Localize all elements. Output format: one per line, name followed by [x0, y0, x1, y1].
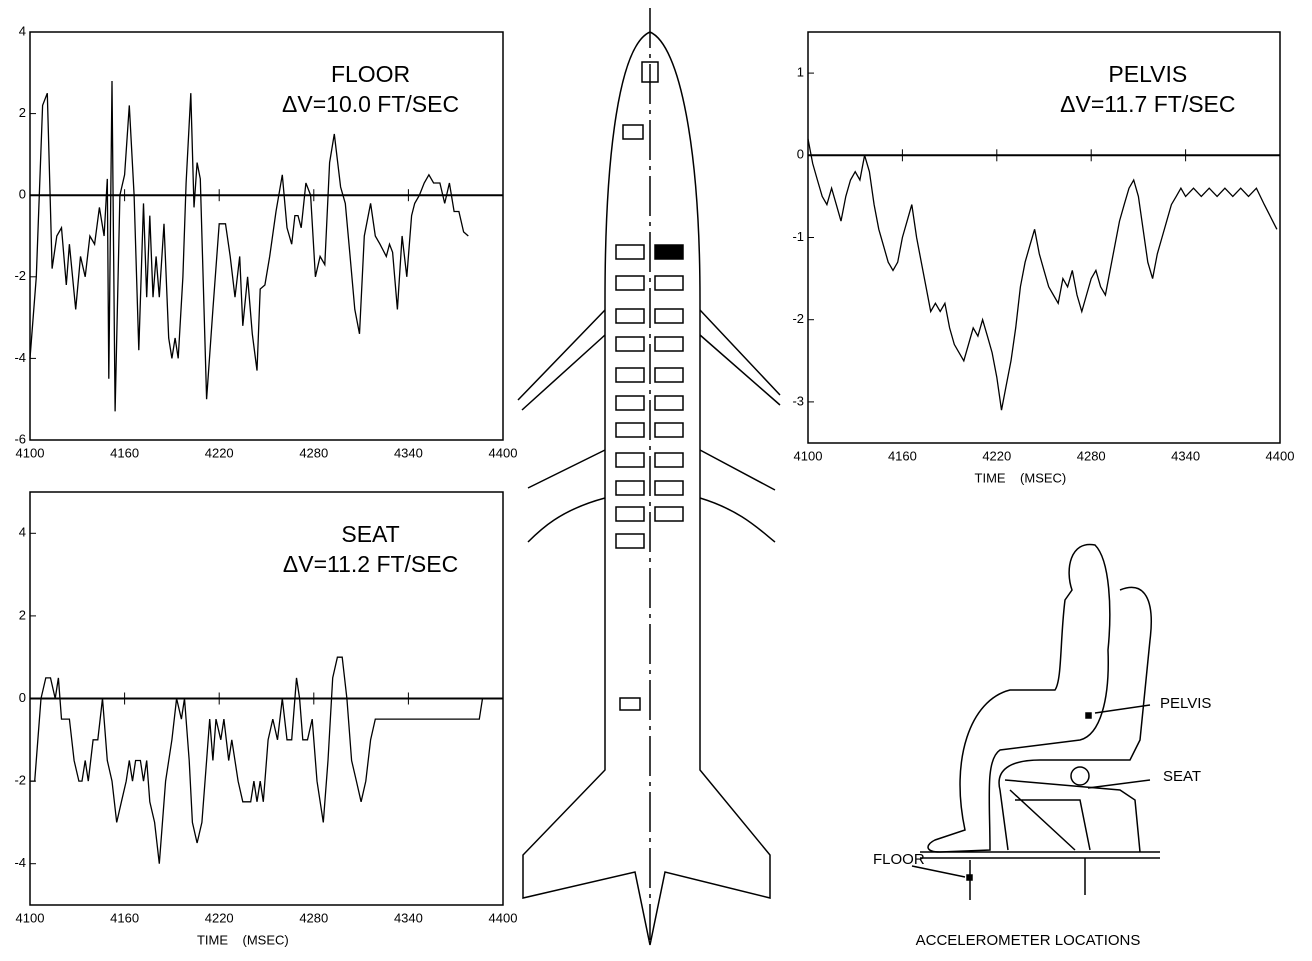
- data-line: [29, 80, 469, 412]
- chart-title: PELVIS: [1108, 61, 1187, 87]
- x-tick-label: 4220: [205, 910, 234, 925]
- y-tick-label: 2: [19, 105, 26, 120]
- x-tick-label: 4220: [982, 448, 1011, 463]
- chart-annotation: ΔV=11.7 FT/SEC: [1060, 91, 1235, 117]
- x-axis-label: TIME (MSEC): [975, 470, 1067, 485]
- y-tick-label: 0: [797, 147, 804, 162]
- x-tick-label: 4100: [794, 448, 823, 463]
- x-tick-label: 4400: [1266, 448, 1295, 463]
- x-tick-label: 4160: [110, 445, 139, 460]
- x-tick-label: 4160: [888, 448, 917, 463]
- sensor-label: PELVIS: [1160, 695, 1211, 712]
- x-tick-label: 4280: [299, 910, 328, 925]
- sensor-label: SEAT: [1163, 768, 1201, 785]
- x-tick-label: 4220: [205, 445, 234, 460]
- y-tick-label: 0: [19, 690, 26, 705]
- y-tick-label: -4: [14, 855, 26, 870]
- x-tick-label: 4100: [16, 910, 45, 925]
- x-tick-label: 4100: [16, 445, 45, 460]
- x-tick-label: 4160: [110, 910, 139, 925]
- seat-diagram: [911, 543, 1160, 900]
- x-tick-label: 4340: [1171, 448, 1200, 463]
- y-tick-label: 4: [19, 23, 26, 38]
- y-tick-label: -6: [14, 431, 26, 446]
- x-axis-label: TIME (MSEC): [197, 932, 289, 947]
- plot-frame: [29, 31, 504, 441]
- x-tick-label: 4280: [299, 445, 328, 460]
- y-tick-label: -2: [14, 268, 26, 283]
- data-line: [807, 138, 1278, 411]
- y-tick-label: 1: [797, 65, 804, 80]
- y-tick-label: 4: [19, 525, 26, 540]
- chart-annotation: ΔV=11.2 FT/SEC: [283, 551, 458, 577]
- y-tick-label: 0: [19, 187, 26, 202]
- x-tick-label: 4280: [1077, 448, 1106, 463]
- chart-title: FLOOR: [331, 61, 410, 87]
- y-tick-label: -1: [792, 229, 804, 244]
- x-tick-label: 4400: [489, 910, 518, 925]
- y-tick-label: 2: [19, 607, 26, 622]
- airplane-diagram: [517, 8, 781, 946]
- y-tick-label: -2: [14, 773, 26, 788]
- y-tick-label: -4: [14, 350, 26, 365]
- data-line: [30, 656, 484, 864]
- y-tick-label: -2: [792, 311, 804, 326]
- x-tick-label: 4400: [489, 445, 518, 460]
- sensor-label: FLOOR: [873, 851, 925, 868]
- x-tick-label: 4340: [394, 445, 423, 460]
- y-tick-label: -3: [792, 393, 804, 408]
- chart-annotation: ΔV=10.0 FT/SEC: [282, 91, 459, 117]
- x-tick-label: 4340: [394, 910, 423, 925]
- diagram-title: ACCELEROMETER LOCATIONS: [916, 932, 1141, 949]
- chart-title: SEAT: [341, 521, 399, 547]
